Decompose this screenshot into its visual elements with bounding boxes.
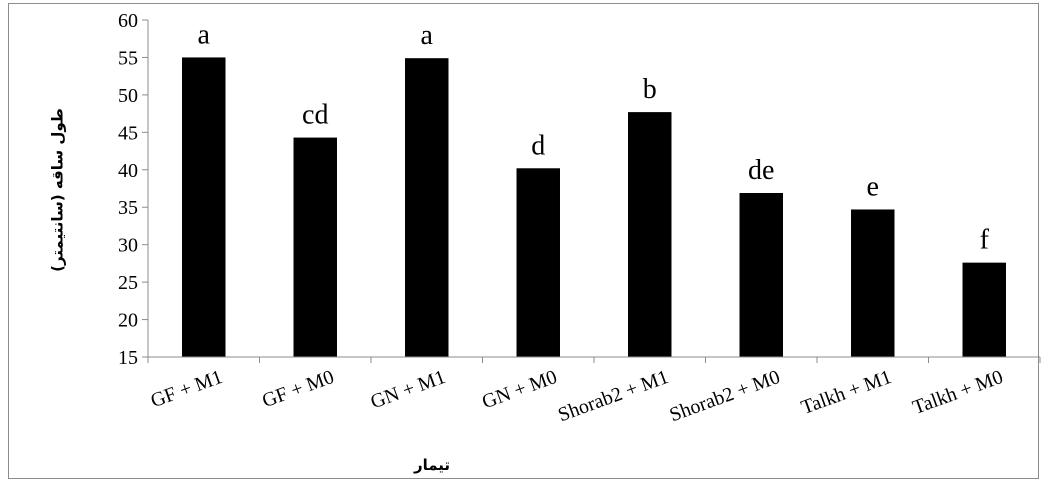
category-label: Shorab2 + M1 bbox=[555, 366, 671, 426]
y-tick-label: 60 bbox=[118, 10, 138, 32]
y-tick-label: 20 bbox=[118, 310, 138, 332]
y-tick-label: 30 bbox=[118, 235, 138, 257]
category-label: GF + M0 bbox=[259, 366, 337, 412]
bar bbox=[851, 209, 895, 357]
x-axis-title: تیمار bbox=[413, 456, 450, 474]
data-label: cd bbox=[302, 100, 328, 131]
y-tick-label: 50 bbox=[118, 85, 138, 107]
data-label: e bbox=[867, 171, 879, 202]
category-label: GN + M1 bbox=[368, 366, 449, 413]
y-tick-label: 15 bbox=[118, 347, 138, 369]
data-label: a bbox=[421, 20, 434, 51]
category-label: Talkh + M0 bbox=[910, 366, 1006, 419]
category-label: GF + M1 bbox=[148, 366, 226, 412]
bar bbox=[293, 137, 337, 357]
bar bbox=[962, 262, 1006, 357]
category-label: Talkh + M1 bbox=[798, 366, 894, 419]
category-label: GN + M0 bbox=[479, 366, 560, 413]
data-label: a bbox=[198, 19, 211, 50]
bar bbox=[405, 58, 449, 358]
y-tick-label: 35 bbox=[118, 197, 138, 219]
data-label: b bbox=[643, 74, 657, 105]
y-tick-label: 55 bbox=[118, 47, 138, 69]
bars bbox=[182, 57, 1006, 358]
y-tick-label: 25 bbox=[118, 272, 138, 294]
bar bbox=[182, 57, 226, 357]
y-axis-ticks: 15 20 25 30 35 40 45 50 55 60 bbox=[118, 10, 1041, 369]
y-tick-label: 45 bbox=[118, 122, 138, 144]
category-label: Shorab2 + M0 bbox=[667, 366, 783, 426]
bar bbox=[739, 192, 783, 357]
bar bbox=[516, 168, 560, 357]
y-tick-label: 40 bbox=[118, 160, 138, 182]
y-axis-title: طول ساقه (سانتیمتر) bbox=[49, 108, 67, 272]
data-label: d bbox=[531, 130, 545, 161]
data-label: f bbox=[980, 225, 990, 256]
bar bbox=[628, 112, 672, 357]
data-labels: a cd a d b de e f bbox=[198, 19, 990, 255]
data-label: de bbox=[748, 155, 774, 186]
